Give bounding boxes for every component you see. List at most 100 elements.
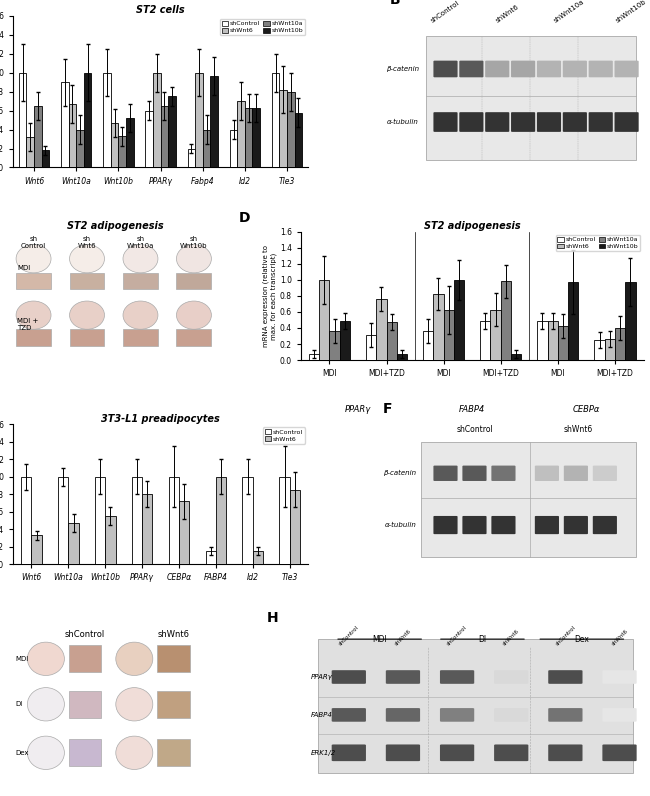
FancyBboxPatch shape	[460, 60, 484, 77]
Bar	[615, 328, 625, 360]
Bar	[538, 321, 547, 360]
Bar	[188, 149, 195, 167]
Text: CEBPα: CEBPα	[573, 405, 600, 414]
Text: DI: DI	[478, 634, 486, 643]
Text: PPARγ: PPARγ	[311, 674, 333, 680]
Bar	[366, 335, 376, 360]
FancyBboxPatch shape	[494, 670, 528, 684]
Bar	[168, 96, 176, 167]
Bar	[340, 321, 350, 360]
FancyBboxPatch shape	[332, 670, 366, 684]
FancyBboxPatch shape	[434, 112, 458, 132]
FancyBboxPatch shape	[548, 708, 582, 722]
Bar	[132, 477, 142, 564]
Bar	[95, 477, 105, 564]
FancyBboxPatch shape	[564, 466, 588, 481]
Bar	[103, 72, 111, 167]
Text: shControl: shControl	[456, 425, 493, 434]
Bar	[161, 106, 168, 167]
Bar	[27, 137, 34, 167]
Bar	[500, 282, 511, 360]
Title: ST2 cells: ST2 cells	[136, 5, 185, 15]
Legend: shControl, shWnt6: shControl, shWnt6	[263, 427, 305, 443]
Text: MDI: MDI	[17, 265, 31, 271]
Bar	[229, 130, 237, 167]
Bar	[480, 321, 491, 360]
Text: MDI +
TZD: MDI + TZD	[17, 318, 38, 330]
FancyBboxPatch shape	[537, 112, 561, 132]
Bar	[118, 136, 126, 167]
Text: shControl: shControl	[65, 630, 105, 639]
Ellipse shape	[70, 301, 105, 330]
FancyBboxPatch shape	[563, 112, 587, 132]
Y-axis label: mRNA expression (relative to
max. for each transcript): mRNA expression (relative to max. for ea…	[263, 245, 277, 347]
FancyBboxPatch shape	[68, 691, 101, 718]
Text: D: D	[239, 210, 251, 224]
Bar	[237, 101, 245, 167]
Bar	[142, 494, 153, 564]
FancyBboxPatch shape	[123, 330, 158, 346]
Text: shControl: shControl	[430, 0, 461, 24]
Bar	[491, 310, 500, 360]
Bar	[625, 283, 636, 360]
Bar	[396, 354, 407, 360]
FancyBboxPatch shape	[434, 516, 458, 534]
FancyBboxPatch shape	[68, 646, 101, 673]
FancyBboxPatch shape	[440, 744, 474, 761]
FancyBboxPatch shape	[386, 708, 420, 722]
FancyBboxPatch shape	[589, 112, 613, 132]
Bar	[376, 299, 387, 360]
Bar	[454, 280, 464, 360]
FancyBboxPatch shape	[176, 273, 211, 290]
FancyBboxPatch shape	[434, 466, 458, 481]
FancyBboxPatch shape	[537, 60, 561, 77]
Bar	[387, 322, 396, 360]
FancyBboxPatch shape	[614, 60, 639, 77]
FancyBboxPatch shape	[462, 466, 487, 481]
Text: sh
Wnt10a: sh Wnt10a	[127, 236, 154, 248]
FancyBboxPatch shape	[332, 744, 366, 761]
Text: shWnt6: shWnt6	[157, 630, 189, 639]
Text: FABP4: FABP4	[311, 712, 333, 718]
Bar	[434, 295, 443, 360]
FancyBboxPatch shape	[485, 112, 510, 132]
Ellipse shape	[16, 301, 51, 330]
Text: shWnt6: shWnt6	[610, 628, 629, 646]
Bar	[280, 90, 287, 167]
Title: ST2 adipogenesis: ST2 adipogenesis	[68, 221, 164, 231]
Ellipse shape	[27, 688, 64, 721]
Bar	[76, 130, 84, 167]
FancyBboxPatch shape	[603, 708, 636, 722]
Bar	[423, 331, 434, 360]
Bar	[294, 112, 302, 167]
Ellipse shape	[116, 688, 153, 721]
Legend: shControl, shWnt6, shWnt10a, shWnt10b: shControl, shWnt6, shWnt10a, shWnt10b	[556, 235, 640, 251]
Bar	[42, 150, 49, 167]
Text: shWnt6: shWnt6	[564, 425, 593, 434]
Title: ST2 adipogenesis: ST2 adipogenesis	[424, 221, 521, 231]
FancyBboxPatch shape	[440, 670, 474, 684]
FancyBboxPatch shape	[593, 466, 617, 481]
Bar	[179, 501, 189, 564]
Text: β-catenin: β-catenin	[386, 66, 419, 72]
FancyBboxPatch shape	[564, 516, 588, 534]
Text: α-tubulin: α-tubulin	[385, 522, 417, 528]
FancyBboxPatch shape	[535, 516, 559, 534]
Bar	[547, 321, 558, 360]
Text: shWnt6: shWnt6	[495, 3, 520, 24]
Bar	[319, 280, 330, 360]
FancyBboxPatch shape	[70, 273, 105, 290]
Bar	[111, 123, 118, 167]
Bar	[287, 92, 294, 167]
Bar	[309, 353, 319, 360]
FancyBboxPatch shape	[332, 708, 366, 722]
FancyBboxPatch shape	[535, 466, 559, 481]
FancyBboxPatch shape	[589, 60, 613, 77]
FancyBboxPatch shape	[176, 330, 211, 346]
Text: shWnt6: shWnt6	[394, 628, 412, 646]
Text: α-tubulin: α-tubulin	[387, 119, 419, 125]
Text: shWnt10a: shWnt10a	[553, 0, 586, 24]
FancyBboxPatch shape	[462, 516, 487, 534]
FancyBboxPatch shape	[603, 744, 636, 761]
Bar	[169, 477, 179, 564]
